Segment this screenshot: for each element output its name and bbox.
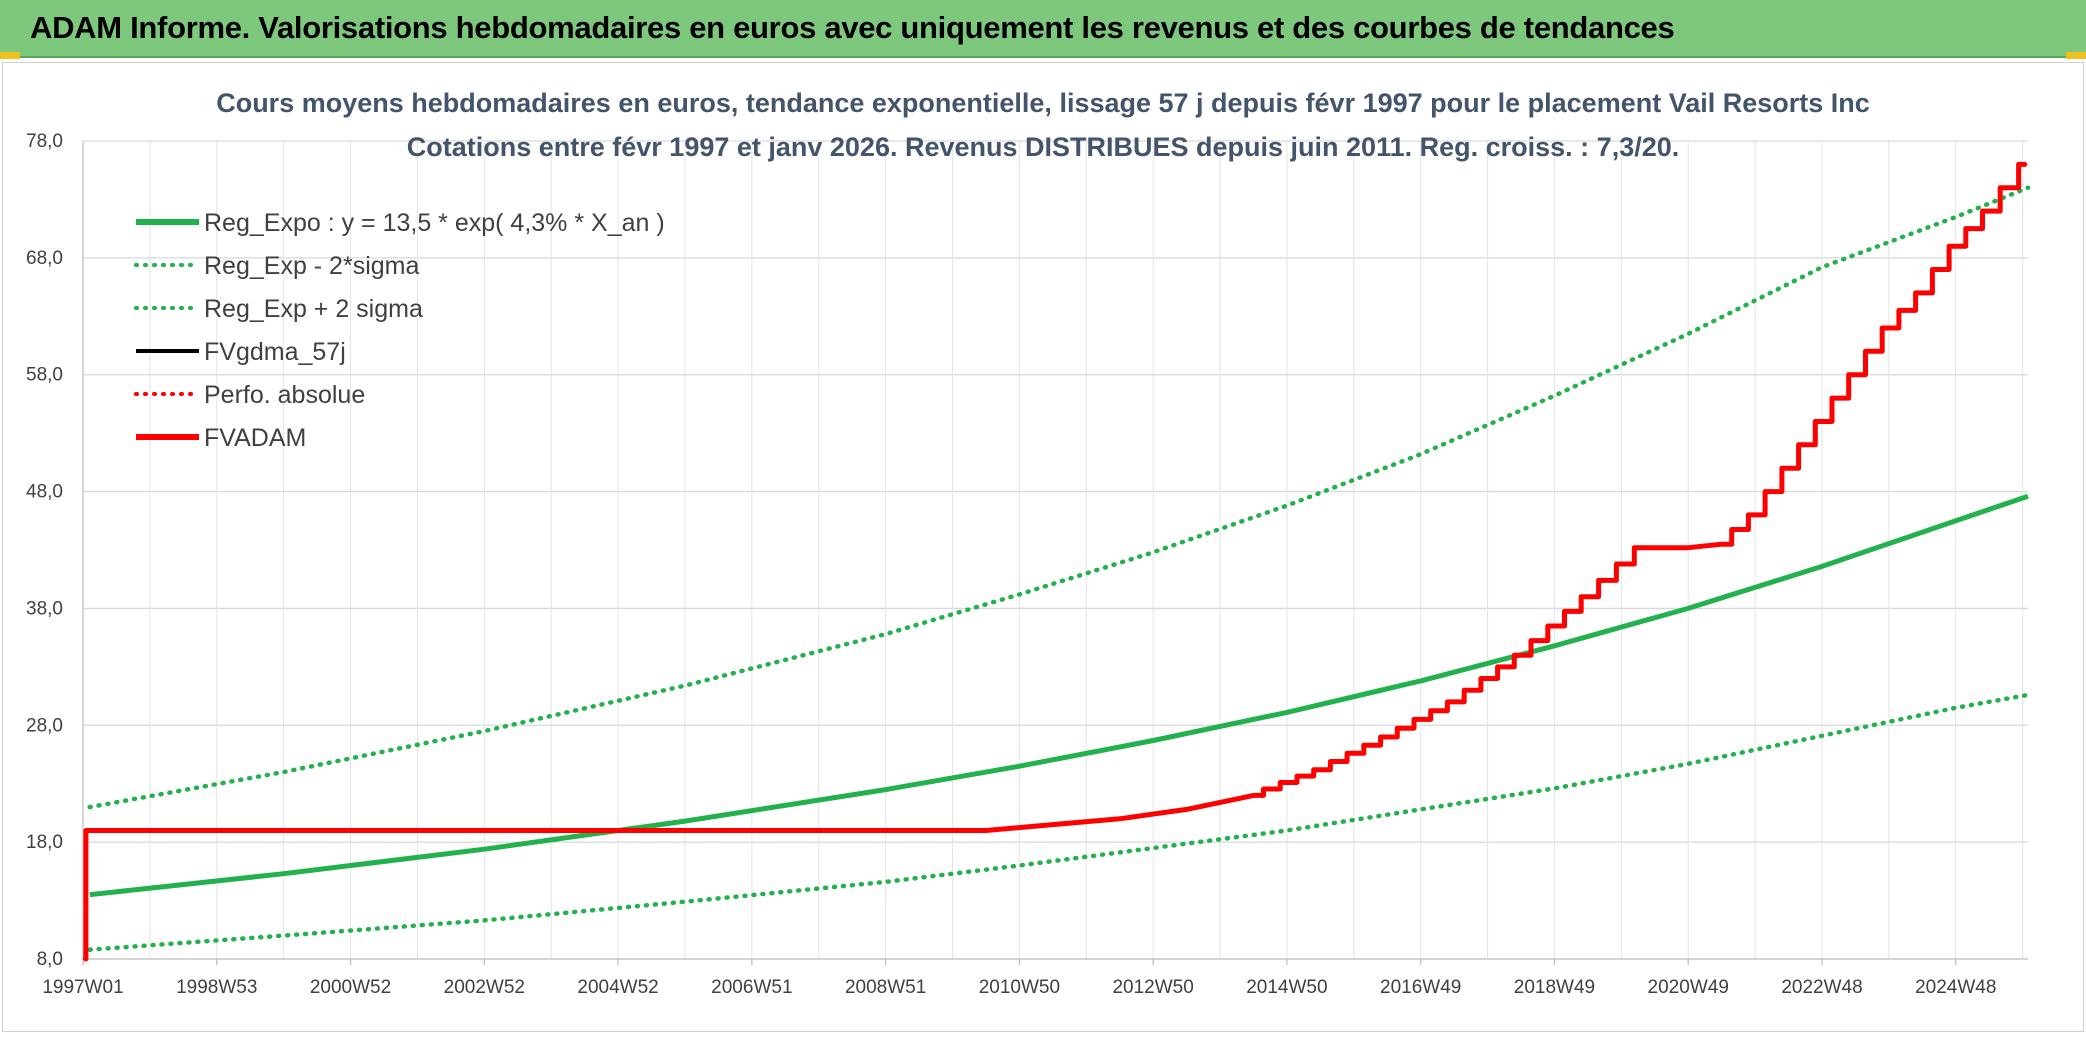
report-title: ADAM Informe. Valorisations hebdomadaire… bbox=[30, 10, 1675, 45]
y-tick-label: 18,0 bbox=[26, 832, 63, 853]
x-tick-label: 2018W49 bbox=[1514, 977, 1595, 998]
legend-label-fvadam: FVADAM bbox=[204, 424, 306, 452]
x-tick-label: 2022W48 bbox=[1781, 977, 1862, 998]
y-tick-label: 48,0 bbox=[26, 482, 63, 503]
y-tick-label: 38,0 bbox=[26, 598, 63, 619]
legend-label-fvgdma-57j: FVgdma_57j bbox=[204, 338, 346, 366]
x-tick-label: 2024W48 bbox=[1915, 977, 1996, 998]
y-tick-label: 28,0 bbox=[26, 715, 63, 736]
series-line-reg-expo bbox=[89, 493, 2029, 898]
legend: Reg_Expo : y = 13,5 * exp( 4,3% * X_an )… bbox=[134, 209, 665, 452]
x-tick-label: 2012W50 bbox=[1112, 977, 1193, 998]
series-line-reg-exp-plus-2sigma bbox=[87, 185, 2031, 810]
series-line-fvgdma-57j bbox=[84, 162, 2026, 961]
axes: 8,0 18,0 28,0 38,0 48,0 58,0 68,0 78,0 1997W01 19… bbox=[26, 131, 2028, 998]
y-tick-label: 78,0 bbox=[26, 131, 63, 152]
x-tick-label: 2006W51 bbox=[711, 977, 792, 998]
x-tick-label: 2014W50 bbox=[1246, 977, 1327, 998]
legend-label-perfo-absolue: Perfo. absolue bbox=[204, 381, 365, 409]
grid bbox=[82, 140, 2028, 960]
line-chart: 8,0 18,0 28,0 38,0 48,0 58,0 68,0 78,0 1997W01 19… bbox=[26, 88, 2031, 998]
series-line-reg-exp-minus-2sigma bbox=[87, 692, 2031, 952]
x-tick-label: 2000W52 bbox=[310, 977, 391, 998]
x-tick-label: 2016W49 bbox=[1380, 977, 1461, 998]
report-banner: ADAM Informe. Valorisations hebdomadaire… bbox=[0, 0, 2086, 58]
x-tick-label: 1998W53 bbox=[176, 977, 257, 998]
chart-title-line-1: Cours moyens hebdomadaires en euros, ten… bbox=[216, 88, 1870, 118]
series-layer bbox=[82, 161, 2031, 962]
x-tick-label: 2002W52 bbox=[444, 977, 525, 998]
series-line-fvadam bbox=[83, 161, 2026, 962]
legend-label-reg-exp-minus-2sigma: Reg_Exp - 2*sigma bbox=[204, 252, 419, 280]
corner-marker-left bbox=[0, 52, 20, 59]
legend-label-reg-expo: Reg_Expo : y = 13,5 * exp( 4,3% * X_an ) bbox=[204, 209, 665, 237]
series-line-perfo-absolue bbox=[82, 162, 2028, 961]
x-tick-label: 2020W49 bbox=[1648, 977, 1729, 998]
y-tick-label: 8,0 bbox=[37, 949, 63, 970]
corner-marker-right bbox=[2066, 52, 2086, 59]
x-tick-label: 2008W51 bbox=[845, 977, 926, 998]
x-tick-label: 2010W50 bbox=[979, 977, 1060, 998]
x-tick-label: 2004W52 bbox=[577, 977, 658, 998]
x-tick-label: 1997W01 bbox=[42, 977, 123, 998]
y-tick-label: 68,0 bbox=[26, 248, 63, 269]
chart-title-line-2: Cotations entre févr 1997 et janv 2026. … bbox=[407, 132, 1680, 162]
y-tick-label: 58,0 bbox=[26, 365, 63, 386]
chart-frame: 8,0 18,0 28,0 38,0 48,0 58,0 68,0 78,0 1997W01 19… bbox=[2, 62, 2084, 1032]
legend-label-reg-exp-plus-2sigma: Reg_Exp + 2 sigma bbox=[204, 295, 423, 323]
